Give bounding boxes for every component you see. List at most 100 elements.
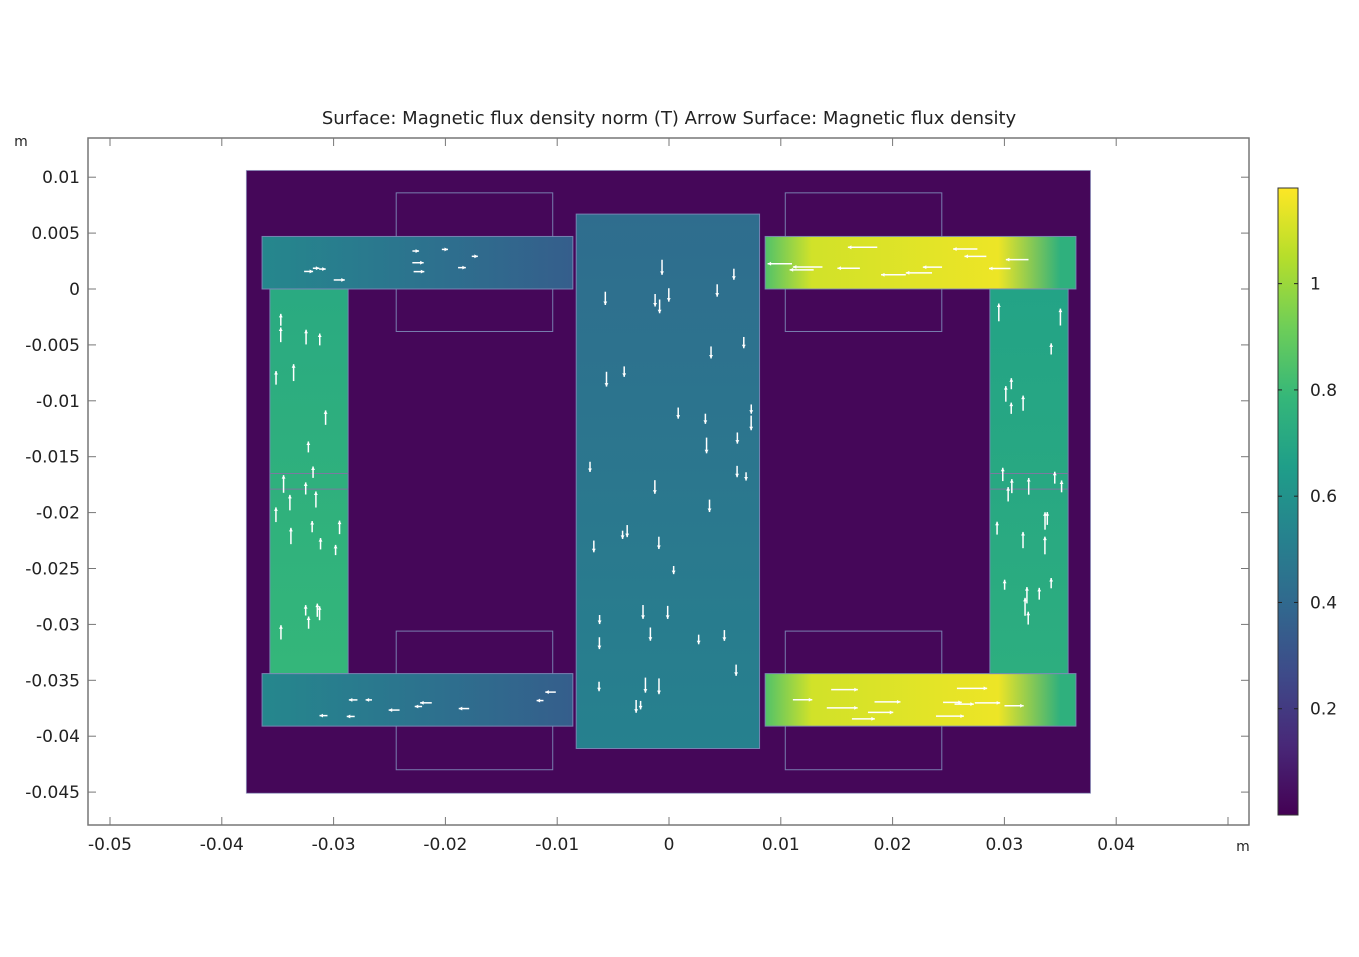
flux-arrow-head: [671, 570, 676, 575]
flux-arrow-head: [735, 440, 740, 444]
flux-arrow-head: [420, 269, 425, 274]
flux-arrow-head: [322, 267, 326, 271]
x-tick-label: 0.01: [762, 835, 800, 855]
flux-arrow-head: [881, 272, 885, 277]
flux-arrow-head: [288, 527, 293, 532]
flux-arrow-head: [731, 276, 736, 280]
flux-arrow-head: [703, 420, 708, 424]
flux-arrow-head: [676, 415, 681, 419]
flux-arrow-head: [536, 698, 541, 703]
flux-arrows: [274, 245, 1064, 721]
flux-arrow-head: [996, 303, 1001, 308]
flux-arrow-head: [310, 521, 315, 525]
flux-arrow-head: [808, 697, 813, 702]
flux-arrow-head: [1009, 479, 1014, 483]
flux-arrow-head: [905, 270, 910, 275]
x-axis: -0.05 -0.04 -0.03 -0.02 -0.01 0 0.01 0.02 0.03 0.…: [88, 138, 1229, 855]
flux-arrow-head: [365, 697, 370, 702]
y-tick-label: -0.03: [36, 615, 80, 635]
flux-arrow-head: [420, 260, 424, 265]
flux-arrow-head: [847, 245, 852, 250]
y-tick-label: -0.025: [25, 560, 80, 580]
flux-arrow-head: [415, 249, 420, 253]
flux-arrow-head: [287, 494, 292, 499]
flux-arrow-head: [744, 477, 748, 481]
x-tick-label: -0.01: [535, 835, 579, 855]
flux-arrow-head: [653, 303, 658, 307]
flux-arrow-head: [274, 371, 278, 375]
flux-arrow-head: [474, 254, 478, 259]
flux-arrow-head: [1023, 597, 1027, 602]
flux-arrow-head: [348, 697, 353, 702]
flux-arrow-head: [414, 704, 419, 709]
flux-arrow-head: [303, 482, 308, 486]
flux-arrow-head: [648, 637, 653, 641]
flux-arrow-head: [303, 605, 308, 609]
colorbar-tick-label: 0.6: [1310, 487, 1337, 507]
flux-arrow-head: [995, 521, 999, 526]
flux-arrow-head: [620, 535, 625, 539]
flux-arrow-head: [704, 449, 709, 454]
flux-arrow-head: [318, 538, 323, 542]
flux-arrow-head: [1009, 378, 1014, 382]
flux-arrow-head: [1006, 487, 1011, 491]
region-leg-left: [269, 288, 349, 675]
flux-arrow-head: [722, 637, 727, 641]
flux-arrow-head: [871, 716, 875, 721]
x-tick-label: 0.03: [985, 835, 1023, 855]
flux-arrow-head: [837, 266, 841, 271]
plot-regions: [245, 169, 1091, 794]
flux-arrow-head: [346, 714, 351, 719]
flux-arrow-head: [313, 491, 318, 495]
flux-arrow-head: [960, 714, 964, 719]
x-tick-label: -0.04: [200, 835, 244, 855]
flux-arrow-head: [652, 490, 657, 494]
x-axis-unit: m: [1236, 839, 1250, 855]
colorbar-tick-label: 0.2: [1310, 700, 1337, 720]
flux-arrow-head: [1021, 395, 1026, 400]
colorbar: 0.2 0.4 0.6 0.8 1: [1277, 187, 1337, 816]
x-tick-label: -0.03: [312, 835, 356, 855]
y-tick-label: -0.04: [36, 727, 80, 747]
y-tick-label: 0.01: [42, 168, 80, 188]
flux-arrow-head: [591, 548, 596, 553]
flux-arrow-head: [988, 266, 993, 271]
region-yoke-bottom-right: [764, 673, 1077, 727]
flux-arrow-head: [749, 410, 754, 414]
flux-arrow-head: [625, 533, 630, 538]
flux-arrow-head: [741, 344, 746, 349]
y-tick-label: -0.01: [36, 392, 80, 412]
flux-arrow-head: [291, 364, 296, 368]
region-yoke-top-right: [764, 235, 1077, 290]
flux-arrow-head: [388, 708, 393, 712]
flux-arrow-head: [715, 293, 720, 297]
x-tick-label: -0.02: [423, 835, 467, 855]
flux-arrow-head: [666, 298, 671, 302]
flux-arrow-head: [458, 706, 463, 711]
flux-arrow-head: [603, 301, 608, 306]
flux-arrow-head: [462, 265, 466, 270]
flux-arrow-head: [1025, 587, 1029, 591]
chart-title: Surface: Magnetic flux density norm (T) …: [322, 108, 1017, 129]
x-tick-label: 0.02: [874, 835, 912, 855]
flux-arrow-head: [657, 690, 661, 695]
flux-arrow-head: [970, 702, 974, 706]
flux-arrow-head: [1037, 587, 1042, 592]
flux-arrow-head: [660, 271, 664, 275]
flux-arrow-head: [622, 373, 627, 377]
flux-arrow-head: [709, 354, 713, 359]
flux-arrow-head: [1049, 578, 1054, 582]
flux-arrow-head: [315, 266, 320, 271]
x-tick-label: 0.04: [1097, 835, 1135, 855]
flux-arrow-head: [641, 615, 645, 619]
flux-arrow-head: [638, 705, 643, 710]
x-tick-label: 0: [664, 835, 675, 855]
x-tick-label: -0.05: [88, 835, 132, 855]
region-yoke-bottom-left: [261, 673, 574, 727]
flux-arrow-head: [588, 468, 592, 472]
y-axis: 0.01 0.005 0 -0.005 -0.01 -0.015 -0.02 -0.025 -0…: [25, 168, 1249, 803]
flux-arrow-head: [1059, 480, 1064, 484]
flux-arrow-head: [734, 672, 739, 676]
y-tick-label: -0.045: [25, 783, 80, 803]
flux-arrow-head: [444, 247, 448, 252]
